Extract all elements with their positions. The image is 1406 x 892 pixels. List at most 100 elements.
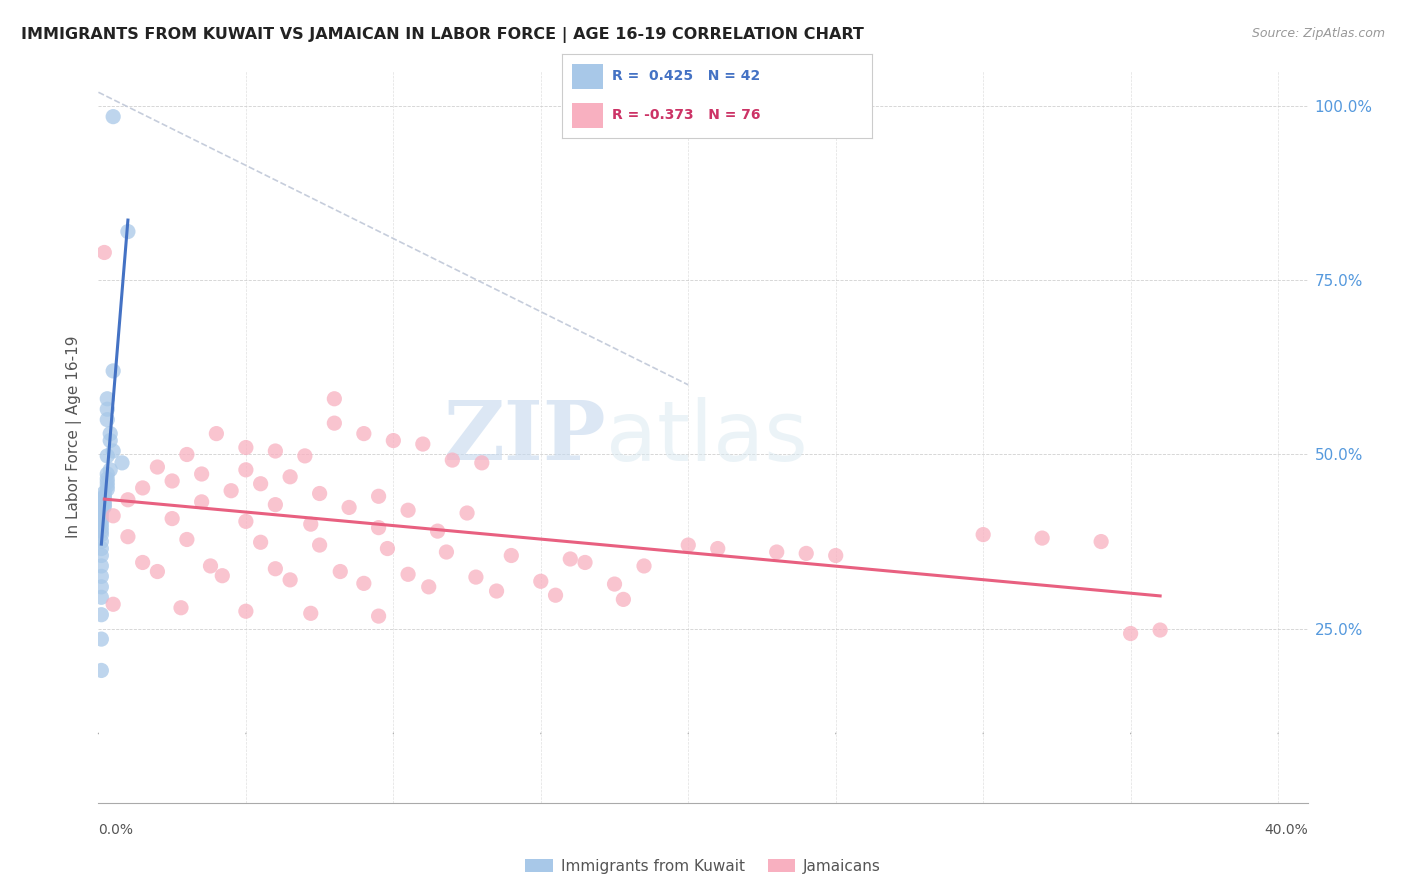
Point bbox=[93, 495, 115, 509]
Point bbox=[131, 481, 153, 495]
Point bbox=[1031, 531, 1053, 545]
Point bbox=[678, 538, 700, 552]
Point bbox=[264, 444, 287, 458]
Text: R =  0.425   N = 42: R = 0.425 N = 42 bbox=[612, 70, 761, 83]
Point bbox=[323, 416, 346, 430]
Point bbox=[90, 510, 112, 524]
Point bbox=[101, 444, 124, 458]
Point bbox=[1090, 534, 1112, 549]
Point bbox=[235, 514, 257, 528]
Point bbox=[98, 426, 121, 441]
Point bbox=[464, 570, 486, 584]
Point bbox=[426, 524, 449, 538]
Point bbox=[211, 568, 233, 582]
Point bbox=[471, 456, 494, 470]
Point bbox=[96, 402, 118, 417]
Point bbox=[249, 535, 271, 549]
Point bbox=[90, 569, 112, 583]
Point bbox=[131, 556, 153, 570]
Point bbox=[765, 545, 787, 559]
Point bbox=[90, 507, 112, 521]
Point bbox=[93, 500, 115, 514]
Point bbox=[418, 580, 440, 594]
Point bbox=[90, 517, 112, 532]
Point bbox=[308, 486, 330, 500]
Point bbox=[367, 609, 389, 624]
Bar bbox=[572, 63, 603, 89]
Point bbox=[93, 491, 115, 505]
Point bbox=[367, 489, 389, 503]
Text: ZIP: ZIP bbox=[444, 397, 606, 477]
Point bbox=[396, 503, 419, 517]
Point bbox=[117, 492, 139, 507]
Point bbox=[160, 511, 183, 525]
Point bbox=[170, 600, 193, 615]
Point bbox=[101, 597, 124, 611]
Point bbox=[299, 607, 322, 621]
Point bbox=[93, 485, 115, 500]
Point bbox=[278, 470, 301, 484]
Bar bbox=[572, 103, 603, 128]
Point bbox=[93, 245, 115, 260]
Point bbox=[90, 664, 112, 678]
Point bbox=[160, 474, 183, 488]
Legend: Immigrants from Kuwait, Jamaicans: Immigrants from Kuwait, Jamaicans bbox=[519, 853, 887, 880]
Point bbox=[96, 475, 118, 490]
Point bbox=[117, 530, 139, 544]
Text: IMMIGRANTS FROM KUWAIT VS JAMAICAN IN LABOR FORCE | AGE 16-19 CORRELATION CHART: IMMIGRANTS FROM KUWAIT VS JAMAICAN IN LA… bbox=[21, 27, 863, 43]
Point bbox=[190, 467, 212, 481]
Point bbox=[90, 521, 112, 535]
Point bbox=[90, 514, 112, 528]
Point bbox=[93, 489, 115, 503]
Text: 40.0%: 40.0% bbox=[1264, 823, 1308, 837]
Point bbox=[612, 592, 634, 607]
Point bbox=[98, 463, 121, 477]
Point bbox=[90, 541, 112, 556]
Text: Source: ZipAtlas.com: Source: ZipAtlas.com bbox=[1251, 27, 1385, 40]
Point bbox=[90, 501, 112, 516]
Point bbox=[235, 463, 257, 477]
Point bbox=[436, 545, 458, 559]
Point bbox=[972, 527, 994, 541]
Point bbox=[530, 574, 553, 589]
Point bbox=[264, 498, 287, 512]
Point bbox=[90, 524, 112, 538]
Point bbox=[96, 467, 118, 481]
Point bbox=[706, 541, 728, 556]
Point bbox=[176, 533, 198, 547]
Point bbox=[264, 562, 287, 576]
Point bbox=[603, 577, 626, 591]
Point bbox=[90, 558, 112, 573]
Point bbox=[90, 607, 112, 622]
Point bbox=[200, 558, 222, 573]
Point bbox=[249, 476, 271, 491]
Point bbox=[501, 549, 523, 563]
Point bbox=[101, 364, 124, 378]
Point bbox=[90, 534, 112, 549]
Point bbox=[176, 448, 198, 462]
Point bbox=[90, 527, 112, 541]
Y-axis label: In Labor Force | Age 16-19: In Labor Force | Age 16-19 bbox=[66, 335, 83, 539]
Point bbox=[353, 576, 375, 591]
Text: R = -0.373   N = 76: R = -0.373 N = 76 bbox=[612, 109, 761, 122]
Point bbox=[101, 110, 124, 124]
Point bbox=[1149, 623, 1171, 637]
Point bbox=[544, 588, 567, 602]
Point bbox=[294, 449, 316, 463]
Point bbox=[90, 580, 112, 594]
Point bbox=[574, 556, 596, 570]
Point bbox=[205, 426, 228, 441]
Point bbox=[337, 500, 360, 515]
Point bbox=[111, 456, 134, 470]
Text: 0.0%: 0.0% bbox=[98, 823, 134, 837]
Point bbox=[367, 521, 389, 535]
Point bbox=[329, 565, 352, 579]
Point bbox=[382, 434, 405, 448]
Point bbox=[190, 495, 212, 509]
Point bbox=[235, 441, 257, 455]
Point bbox=[377, 541, 399, 556]
Point bbox=[794, 546, 817, 560]
Point bbox=[456, 506, 478, 520]
Point bbox=[308, 538, 330, 552]
Point bbox=[90, 632, 112, 646]
